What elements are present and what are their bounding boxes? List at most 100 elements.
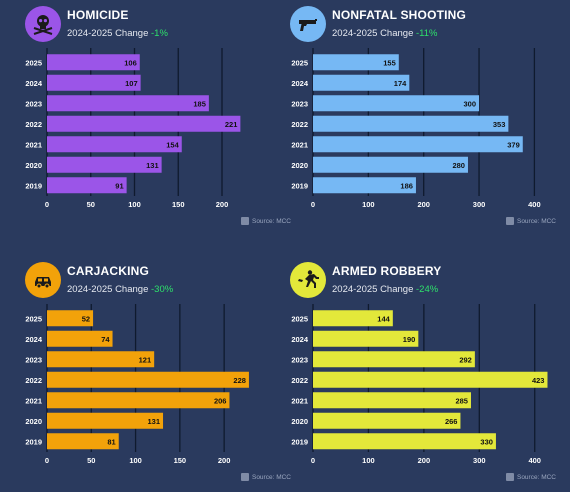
y-tick-label: 2020 xyxy=(291,161,308,170)
bar xyxy=(47,54,140,71)
x-tick-label: 0 xyxy=(45,200,49,209)
panel-title: ARMED ROBBERY xyxy=(332,264,442,278)
running-robber-icon xyxy=(290,262,326,298)
x-tick-label: 100 xyxy=(362,456,375,465)
bar xyxy=(313,74,410,91)
source-note: Source: MCC xyxy=(505,217,556,225)
source-label: Source: MCC xyxy=(251,217,291,225)
bar xyxy=(47,136,182,153)
bar xyxy=(313,392,471,409)
data-label: 155 xyxy=(383,58,396,67)
x-tick-label: 200 xyxy=(216,200,229,209)
bar xyxy=(47,115,241,132)
change-label: 2024-2025 Change xyxy=(332,284,414,295)
source-note: Source: MCC xyxy=(240,217,291,225)
panel-title: NONFATAL SHOOTING xyxy=(332,8,467,22)
bar xyxy=(47,433,119,450)
panel-homicide: HOMICIDE 2024-2025 Change -1% 0 50 100 150 2… xyxy=(25,6,295,236)
y-tick-label: 2025 xyxy=(291,314,308,323)
bar xyxy=(313,136,523,153)
x-tick-label: 0 xyxy=(311,456,315,465)
change-value: -11% xyxy=(416,28,438,39)
x-tick-label: 50 xyxy=(87,456,95,465)
change-value: -30% xyxy=(151,284,174,295)
source-icon xyxy=(240,217,249,225)
data-label: 353 xyxy=(493,120,506,129)
data-label: 221 xyxy=(225,120,238,129)
panel-nonfatal-shooting: NONFATAL SHOOTING 2024-2025 Change -11% … xyxy=(290,6,560,236)
bar xyxy=(313,351,475,368)
y-tick-label: 2022 xyxy=(291,376,308,385)
x-tick-label: 300 xyxy=(473,456,486,465)
y-tick-label: 2024 xyxy=(25,79,43,88)
bar xyxy=(313,156,468,173)
change-text: 2024-2025 Change -11% xyxy=(332,28,437,39)
y-tick-label: 2019 xyxy=(25,181,42,190)
bar-chart-nonfatal-shooting: 0 100 200 300 400 2025 155 2024 174 2023 300 2022 35… xyxy=(291,48,541,209)
change-value: -1% xyxy=(151,28,168,39)
bar-chart-armed-robbery: 0 100 200 300 400 2025 144 2024 190 2023 292 2022 42… xyxy=(291,304,548,465)
change-label: 2024-2025 Change xyxy=(332,28,414,39)
data-label: 190 xyxy=(403,335,416,344)
y-tick-label: 2023 xyxy=(291,355,308,364)
data-label: 131 xyxy=(146,161,159,170)
change-value: -24% xyxy=(416,284,439,295)
bar xyxy=(47,412,164,429)
y-tick-label: 2022 xyxy=(25,376,42,385)
data-label: 285 xyxy=(455,396,468,405)
bar xyxy=(313,433,496,450)
x-tick-label: 150 xyxy=(172,200,185,209)
x-tick-label: 200 xyxy=(418,456,431,465)
data-label: 186 xyxy=(400,181,413,190)
source-icon xyxy=(505,473,514,481)
y-tick-label: 2025 xyxy=(291,58,308,67)
bar xyxy=(47,310,94,327)
y-tick-label: 2019 xyxy=(291,437,308,446)
handgun-icon xyxy=(290,6,326,42)
bar xyxy=(313,177,416,194)
y-tick-label: 2023 xyxy=(25,99,42,108)
data-label: 121 xyxy=(139,355,152,364)
y-tick-label: 2024 xyxy=(291,79,309,88)
bar xyxy=(313,310,393,327)
bar xyxy=(313,371,548,388)
x-tick-label: 100 xyxy=(362,200,375,209)
y-tick-label: 2023 xyxy=(291,99,308,108)
x-tick-label: 50 xyxy=(87,200,95,209)
x-tick-label: 0 xyxy=(311,200,315,209)
data-label: 131 xyxy=(148,417,161,426)
x-tick-label: 100 xyxy=(128,200,141,209)
bar xyxy=(47,351,155,368)
panel-title: CARJACKING xyxy=(67,264,150,278)
data-label: 185 xyxy=(193,99,206,108)
x-tick-label: 200 xyxy=(218,456,231,465)
panel-carjacking: CARJACKING 2024-2025 Change -30% 0 50 100 1… xyxy=(25,262,295,492)
y-tick-label: 2019 xyxy=(291,181,308,190)
bar-chart-homicide: 0 50 100 150 200 2025 106 2024 107 2023 185 2022 221… xyxy=(25,48,241,209)
source-label: Source: MCC xyxy=(516,217,556,225)
bar xyxy=(313,54,399,71)
y-tick-label: 2024 xyxy=(25,335,43,344)
data-label: 330 xyxy=(480,437,493,446)
bar xyxy=(47,371,249,388)
data-label: 206 xyxy=(214,396,227,405)
data-label: 144 xyxy=(377,314,390,323)
bar xyxy=(47,74,141,91)
data-label: 106 xyxy=(124,58,137,67)
bar xyxy=(47,95,209,112)
bar xyxy=(47,392,230,409)
y-tick-label: 2022 xyxy=(291,120,308,129)
x-tick-label: 150 xyxy=(174,456,187,465)
source-icon xyxy=(240,473,249,481)
source-icon xyxy=(505,217,514,225)
y-tick-label: 2022 xyxy=(25,120,42,129)
bar xyxy=(313,330,419,347)
data-label: 91 xyxy=(115,181,123,190)
bar xyxy=(313,412,461,429)
x-tick-label: 300 xyxy=(473,200,486,209)
y-tick-label: 2023 xyxy=(25,355,42,364)
x-tick-label: 200 xyxy=(417,200,430,209)
skull-crossbones-icon xyxy=(25,6,61,42)
source-label: Source: MCC xyxy=(251,473,291,481)
bar xyxy=(313,95,480,112)
